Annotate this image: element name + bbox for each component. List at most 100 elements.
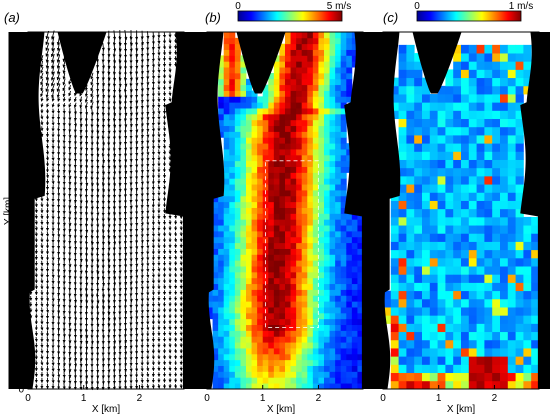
heatmap-cell [234,61,241,68]
vector-arrow [34,272,38,278]
heatmap-cell [461,208,470,218]
heatmap-cell [406,159,415,169]
heatmap-cell [301,113,308,121]
heatmap-cell [461,225,470,234]
heatmap-cell [234,178,241,185]
heatmap-cell [468,282,477,292]
heatmap-cell [229,149,236,156]
heatmap-cell [296,61,303,68]
heatmap-cell [240,307,247,314]
heatmap-cell [279,260,286,267]
heatmap-cell [476,118,485,128]
heatmap-cell [240,84,247,91]
vector-arrow [40,360,44,366]
heatmap-cell [318,353,325,361]
heatmap-cell [312,32,319,39]
heatmap-cell [268,149,275,156]
heatmap-cell [453,184,462,193]
heatmap-cell [223,131,230,138]
heatmap-cell [257,307,264,314]
heatmap-cell [246,125,252,132]
heatmap-cell [268,137,275,144]
heatmap-cell [290,131,297,138]
vector-arrow [57,97,61,102]
heatmap-cell [340,230,347,238]
heatmap-cell [390,290,399,300]
heatmap-cell [251,143,258,150]
heatmap-cell [346,225,353,232]
heatmap-cell [290,32,297,39]
heatmap-cell [515,85,524,95]
heatmap-cell [484,380,493,390]
heatmap-cell [223,348,230,355]
heatmap-cell [301,184,308,191]
heatmap-cell [476,282,485,292]
heatmap-cell [229,318,236,326]
heatmap-cell [351,365,358,372]
heatmap-cell [296,172,303,179]
heatmap-cell [335,353,342,361]
heatmap-cell [234,119,241,127]
heatmap-cell [335,61,342,68]
heatmap-cell [290,348,297,355]
heatmap-cell [414,339,423,349]
heatmap-cell [414,167,423,177]
vector-arrow [140,166,144,174]
heatmap-cell [429,348,438,357]
vector-arrow [34,225,38,231]
heatmap-cell [251,271,258,279]
heatmap-cell [268,254,275,261]
heatmap-cell [318,72,325,80]
heatmap-cell [324,37,330,45]
heatmap-cell [324,312,330,320]
heatmap-cell [301,230,308,238]
heatmap-cell [445,348,454,357]
heatmap-cell [429,323,438,333]
heatmap-cell [290,271,297,279]
heatmap-cell [515,94,524,103]
heatmap-cell [312,225,319,232]
vector-arrow [140,131,144,139]
heatmap-cell [285,184,291,191]
heatmap-cell [307,67,314,74]
heatmap-cell [273,154,280,162]
heatmap-cell [307,342,314,349]
heatmap-cell [234,96,241,103]
heatmap-cell [476,135,485,144]
heatmap-cell [218,108,225,115]
land-east [520,32,550,389]
heatmap-cell [257,342,264,349]
heatmap-cell [262,359,269,366]
vector-arrow [157,67,161,74]
heatmap-cell [445,184,454,193]
heatmap-cell [406,307,415,316]
heatmap-cell [453,126,462,136]
heatmap-cell [318,108,325,115]
heatmap-cell [223,72,230,80]
vector-arrow [57,103,61,108]
heatmap-cell [329,324,336,331]
heatmap-cell [429,192,438,201]
heatmap-cell [507,118,516,128]
heatmap-cell [223,342,230,349]
heatmap-cell [279,254,286,261]
heatmap-cell [312,201,319,208]
heatmap-cell [290,119,297,127]
heatmap-cell [346,32,353,39]
heatmap-cell [484,266,493,275]
heatmap-cell [223,236,230,244]
heatmap-cell [234,348,241,355]
heatmap-cell [290,184,297,191]
vector-arrow [57,371,61,378]
land-spit [236,32,286,94]
heatmap-cell [484,216,493,226]
heatmap-cell [273,78,280,86]
heatmap-cell [531,380,540,390]
heatmap-cell [476,241,485,251]
heatmap-cell [296,207,303,214]
heatmap-cell [212,213,219,220]
heatmap-cell [429,233,438,242]
heatmap-cell [414,135,423,144]
heatmap-cell [251,113,258,121]
heatmap-cell [301,125,308,132]
